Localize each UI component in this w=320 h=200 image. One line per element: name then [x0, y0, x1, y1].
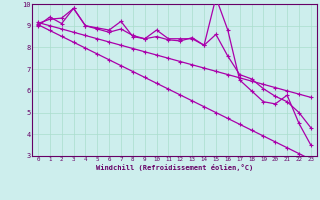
X-axis label: Windchill (Refroidissement éolien,°C): Windchill (Refroidissement éolien,°C) [96, 164, 253, 171]
